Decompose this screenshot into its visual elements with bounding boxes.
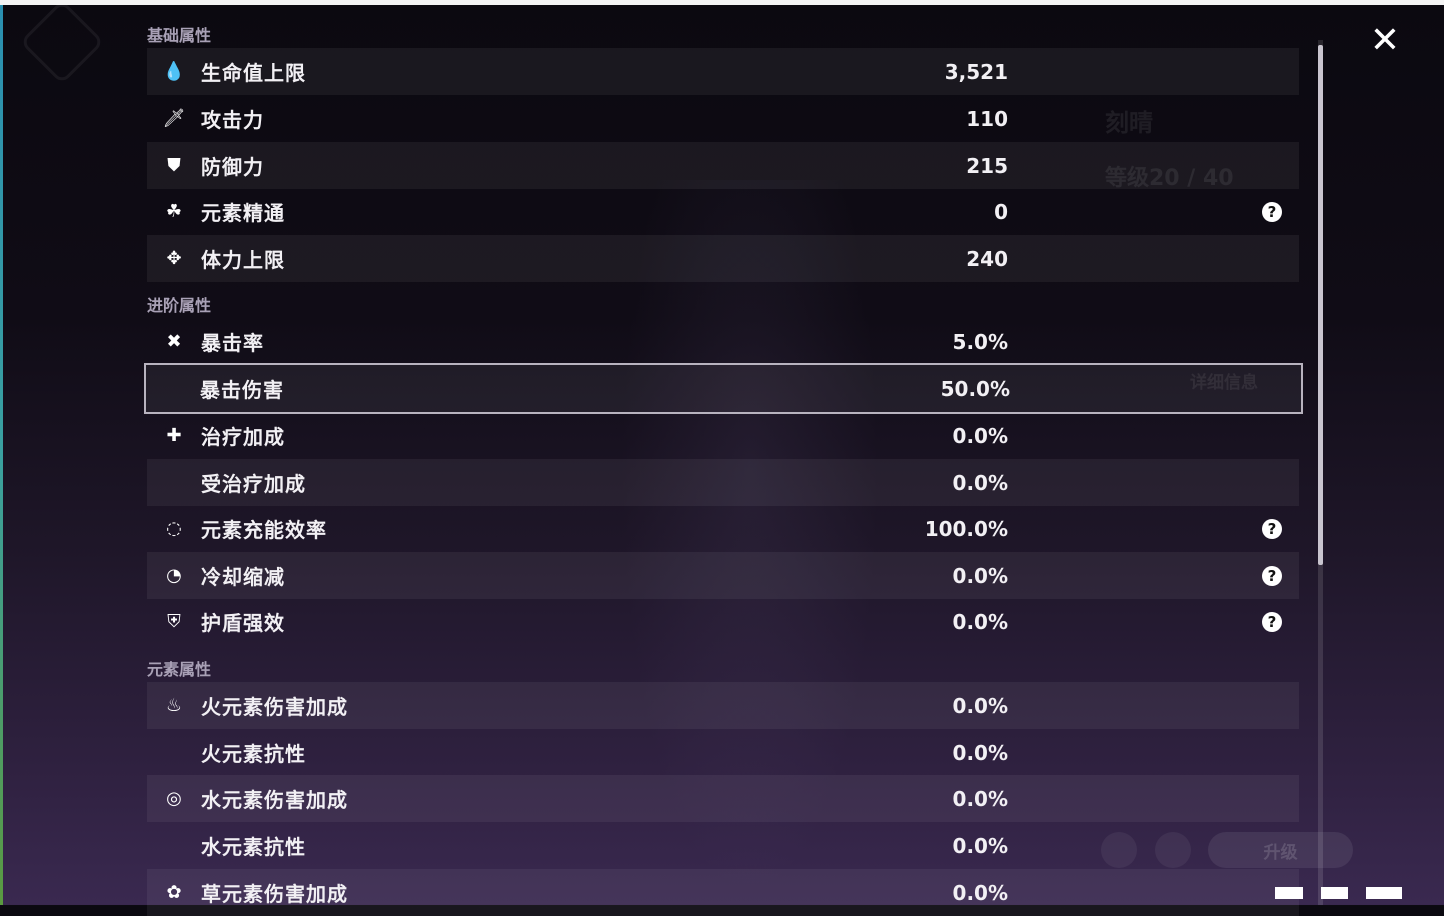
stat-label: 火元素抗性 bbox=[201, 742, 306, 766]
stat-value: 0.0% bbox=[952, 470, 1008, 495]
stat-label: 治疗加成 bbox=[201, 425, 285, 449]
sword-icon: 🗡 bbox=[162, 108, 186, 129]
stat-label: 元素充能效率 bbox=[201, 518, 327, 542]
stat-label: 水元素抗性 bbox=[201, 835, 306, 859]
stat-label: 冷却缩减 bbox=[201, 565, 285, 589]
details-button: 详细信息 bbox=[1190, 373, 1258, 393]
healing-cross-icon: ✚ bbox=[166, 425, 182, 446]
stat-row[interactable]: ⛊ 防御力 215 bbox=[147, 142, 1299, 189]
stat-row[interactable]: ◔ 冷却缩减 0.0%? bbox=[147, 552, 1299, 599]
help-icon[interactable]: ? bbox=[1262, 518, 1282, 539]
no-icon bbox=[162, 834, 186, 858]
stat-value: 110 bbox=[966, 106, 1008, 131]
ascension-icon bbox=[1101, 832, 1137, 868]
stat-row[interactable]: 水元素抗性 0.0% bbox=[147, 822, 1299, 869]
scrollbar-thumb[interactable] bbox=[1318, 45, 1323, 565]
character-portrait bbox=[620, 180, 880, 900]
stat-value: 5.0% bbox=[952, 329, 1008, 354]
stamina-icon: ✥ bbox=[166, 248, 182, 269]
stat-row[interactable]: ♨ 火元素伤害加成 0.0% bbox=[147, 682, 1299, 729]
stat-value: 0.0% bbox=[952, 563, 1008, 588]
no-icon bbox=[162, 471, 186, 495]
section-header: 元素属性 bbox=[147, 660, 212, 679]
window-edge bbox=[0, 5, 3, 905]
stat-label: 暴击率 bbox=[201, 331, 264, 355]
stat-label: 防御力 bbox=[201, 155, 264, 179]
section-header: 进阶属性 bbox=[147, 296, 212, 315]
crit-rate-icon: ✖ bbox=[166, 331, 182, 352]
section-header: 基础属性 bbox=[147, 26, 212, 45]
stat-row[interactable]: ◎ 水元素伤害加成 0.0% bbox=[147, 775, 1299, 822]
stat-row[interactable]: 火元素抗性 0.0% bbox=[147, 729, 1299, 776]
character-name: 刻晴 bbox=[1105, 109, 1153, 137]
elemental-mastery-icon: ☘ bbox=[165, 201, 183, 222]
stat-value: 0 bbox=[994, 199, 1008, 224]
shield-bolt-icon: ⛨ bbox=[167, 611, 181, 632]
stat-value: 0.0% bbox=[952, 423, 1008, 448]
stat-value: 0.0% bbox=[952, 609, 1008, 634]
stat-value: 0.0% bbox=[952, 880, 1008, 905]
stat-label: 元素精通 bbox=[201, 201, 285, 225]
stat-label: 护盾强效 bbox=[201, 611, 285, 635]
stat-label: 体力上限 bbox=[201, 248, 285, 272]
stat-label: 攻击力 bbox=[201, 108, 264, 132]
stat-row[interactable]: ☘ 元素精通 0? bbox=[147, 188, 1299, 235]
stat-label: 水元素伤害加成 bbox=[201, 788, 348, 812]
shield-icon: ⛊ bbox=[167, 155, 181, 176]
stat-row[interactable]: 💧 生命值上限 3,521 bbox=[147, 48, 1299, 95]
help-icon[interactable]: ? bbox=[1262, 565, 1282, 586]
stat-row[interactable]: 暴击伤害 50.0% bbox=[144, 363, 1303, 414]
close-icon: ✕ bbox=[1369, 20, 1401, 61]
stat-row[interactable]: 🗡 攻击力 110 bbox=[147, 95, 1299, 142]
stat-label: 草元素伤害加成 bbox=[201, 882, 348, 906]
stat-value: 215 bbox=[966, 153, 1008, 178]
wardrobe-icon bbox=[1155, 832, 1191, 868]
stat-label: 生命值上限 bbox=[201, 61, 306, 85]
pyro-icon: ♨ bbox=[165, 695, 183, 716]
stat-label: 暴击伤害 bbox=[200, 378, 284, 402]
indicator bbox=[1321, 887, 1348, 899]
window-top-bar bbox=[0, 0, 1444, 5]
character-level: 等级20 / 40 bbox=[1105, 166, 1234, 191]
stat-value: 240 bbox=[966, 246, 1008, 271]
help-icon[interactable]: ? bbox=[1262, 611, 1282, 632]
stat-row[interactable]: ✿ 草元素伤害加成 0.0% bbox=[147, 869, 1299, 916]
help-icon[interactable]: ? bbox=[1262, 201, 1282, 222]
hydro-icon: ◎ bbox=[166, 788, 182, 809]
stat-value: 100.0% bbox=[924, 516, 1008, 541]
stat-row[interactable]: 受治疗加成 0.0% bbox=[147, 459, 1299, 506]
element-emblem-icon bbox=[19, 0, 105, 85]
energy-recharge-icon: ◌ bbox=[166, 518, 182, 539]
stat-label: 受治疗加成 bbox=[201, 472, 306, 496]
stat-value: 0.0% bbox=[952, 833, 1008, 858]
no-icon bbox=[162, 741, 186, 765]
stat-row[interactable]: ⛨ 护盾强效 0.0%? bbox=[147, 598, 1299, 645]
stat-value: 0.0% bbox=[952, 786, 1008, 811]
stat-value: 50.0% bbox=[940, 376, 1010, 401]
indicator bbox=[1366, 887, 1402, 899]
stat-row[interactable]: ✥ 体力上限 240 bbox=[147, 235, 1299, 282]
stat-value: 0.0% bbox=[952, 740, 1008, 765]
dendro-icon: ✿ bbox=[166, 882, 182, 903]
cooldown-icon: ◔ bbox=[166, 565, 182, 586]
stat-row[interactable]: ◌ 元素充能效率 100.0%? bbox=[147, 505, 1299, 552]
close-button[interactable]: ✕ bbox=[1368, 23, 1402, 59]
indicator bbox=[1275, 887, 1303, 899]
stat-label: 火元素伤害加成 bbox=[201, 695, 348, 719]
hp-drop-icon: 💧 bbox=[162, 61, 186, 82]
no-icon bbox=[161, 377, 185, 401]
upgrade-button: 升级 bbox=[1208, 832, 1353, 868]
stat-value: 3,521 bbox=[944, 59, 1008, 84]
stat-row[interactable]: ✖ 暴击率 5.0% bbox=[147, 318, 1299, 365]
stat-value: 0.0% bbox=[952, 693, 1008, 718]
stat-row[interactable]: ✚ 治疗加成 0.0% bbox=[147, 412, 1299, 459]
